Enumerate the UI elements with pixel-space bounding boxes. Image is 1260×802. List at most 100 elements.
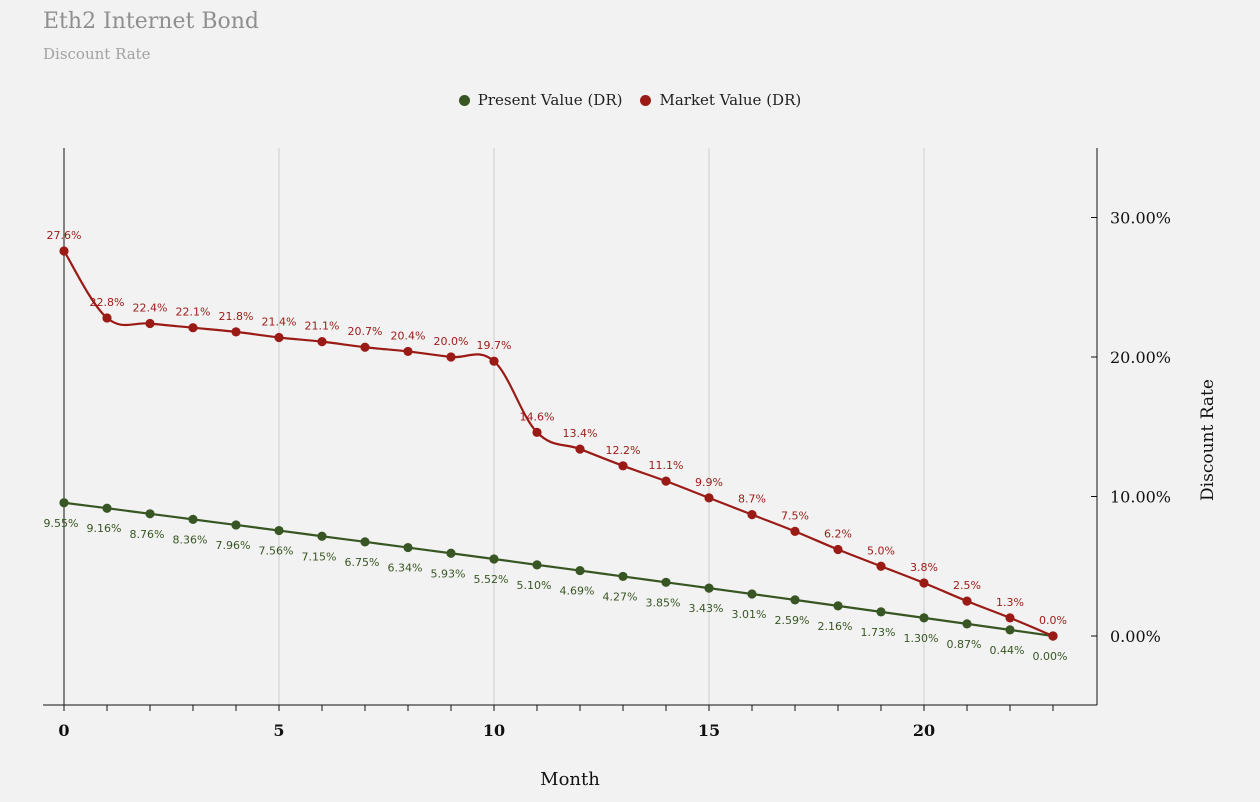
legend-item-market[interactable]: Market Value (DR) (640, 91, 801, 109)
data-label-market: 22.4% (133, 302, 168, 315)
data-point-present (1005, 625, 1015, 635)
data-point-market (489, 356, 499, 366)
data-label-present: 8.76% (130, 528, 165, 541)
data-point-present (876, 607, 886, 617)
data-labels: 9.55% 9.16% 8.76% 8.36% 7.96% 7.56% 7.15% 6.75%… (44, 229, 1068, 663)
data-point-present (962, 619, 972, 629)
data-label-market: 7.5% (781, 509, 809, 522)
y-tick-label: 20.00% (1110, 348, 1171, 367)
x-axis-title: Month (540, 769, 600, 790)
legend-item-present[interactable]: Present Value (DR) (458, 91, 622, 109)
data-label-market: 21.1% (305, 320, 340, 333)
series-points (59, 246, 1058, 641)
data-label-present: 7.96% (216, 539, 251, 552)
data-point-market (1048, 631, 1058, 641)
data-label-present: 6.34% (388, 562, 423, 575)
data-label-present: 5.93% (431, 567, 466, 580)
data-point-market (532, 427, 542, 437)
data-label-market: 21.8% (219, 310, 254, 323)
data-point-present (747, 589, 757, 599)
data-label-present: 0.87% (947, 638, 982, 651)
data-label-present: 5.52% (474, 573, 509, 586)
data-point-market (704, 493, 714, 503)
legend-marker-market (640, 94, 652, 106)
data-point-market (962, 596, 972, 606)
data-point-market (919, 578, 929, 588)
data-label-market: 14.6% (520, 410, 555, 423)
y-tick-label: 0.00% (1110, 627, 1161, 646)
data-point-present (919, 613, 929, 623)
data-label-present: 8.36% (173, 533, 208, 546)
data-point-present (145, 509, 155, 519)
data-label-market: 19.7% (477, 339, 512, 352)
legend-marker-present (458, 94, 470, 106)
grid-lines (278, 148, 925, 705)
series-line-present (63, 501, 1054, 638)
data-point-market (360, 342, 370, 352)
data-point-present (661, 577, 671, 587)
data-point-present (575, 565, 585, 576)
data-point-present (274, 525, 284, 536)
series-lines (63, 250, 1054, 638)
x-tick-label: 20 (913, 721, 935, 740)
data-label-present: 7.15% (302, 550, 337, 563)
chart-subtitle: Discount Rate (43, 45, 151, 63)
series-line-market (63, 250, 1054, 638)
legend-label-market: Market Value (DR) (659, 91, 802, 109)
data-label-market: 27.6% (47, 229, 82, 242)
data-label-market: 0.0% (1039, 614, 1067, 627)
data-point-present (403, 542, 413, 553)
data-point-market (188, 323, 198, 333)
data-point-present (489, 554, 499, 564)
data-point-present (704, 583, 714, 593)
data-label-market: 2.5% (953, 579, 981, 592)
data-point-market (1005, 613, 1015, 623)
data-label-market: 12.2% (606, 444, 641, 457)
x-tick-label: 10 (483, 721, 505, 740)
data-point-market (790, 526, 800, 536)
x-tick-label: 5 (273, 721, 284, 740)
data-point-market (145, 318, 155, 329)
y-tick-label: 10.00% (1110, 488, 1171, 507)
data-label-present: 6.75% (345, 556, 380, 569)
chart-legend: Present Value (DR) Market Value (DR) (0, 91, 1260, 109)
data-point-market (618, 461, 628, 471)
data-point-market (231, 327, 241, 337)
data-point-market (833, 544, 843, 555)
x-tick-label: 15 (698, 721, 720, 740)
data-label-market: 9.9% (695, 476, 723, 489)
data-label-present: 9.55% (44, 517, 79, 530)
data-point-market (446, 352, 456, 362)
data-point-market (403, 346, 413, 357)
data-label-market: 20.7% (348, 325, 383, 338)
data-point-present (790, 595, 800, 605)
data-point-present (446, 548, 456, 558)
data-label-present: 9.16% (87, 522, 122, 535)
data-label-market: 20.0% (434, 335, 469, 348)
data-point-present (360, 537, 370, 547)
y-tick-label: 30.00% (1110, 209, 1171, 228)
data-point-market (747, 510, 757, 520)
data-label-market: 20.4% (391, 329, 426, 342)
data-label-market: 1.3% (996, 596, 1024, 609)
data-point-market (661, 476, 671, 486)
data-point-market (59, 246, 69, 256)
data-point-market (317, 337, 327, 347)
data-point-market (274, 332, 284, 343)
data-label-present: 4.27% (603, 590, 638, 603)
data-point-present (59, 498, 69, 508)
data-point-present (833, 601, 843, 611)
data-label-market: 22.1% (176, 306, 211, 319)
data-point-present (231, 520, 241, 530)
data-label-market: 6.2% (824, 528, 852, 541)
y-axis-title: Discount Rate (1198, 379, 1218, 501)
x-tick-label: 0 (58, 721, 69, 740)
data-label-present: 7.56% (259, 545, 294, 558)
data-label-present: 3.01% (732, 608, 767, 621)
data-label-present: 5.10% (517, 579, 552, 592)
data-point-present (317, 531, 327, 541)
data-point-present (102, 503, 112, 513)
data-label-present: 0.00% (1033, 650, 1068, 663)
data-label-present: 4.69% (560, 585, 595, 598)
